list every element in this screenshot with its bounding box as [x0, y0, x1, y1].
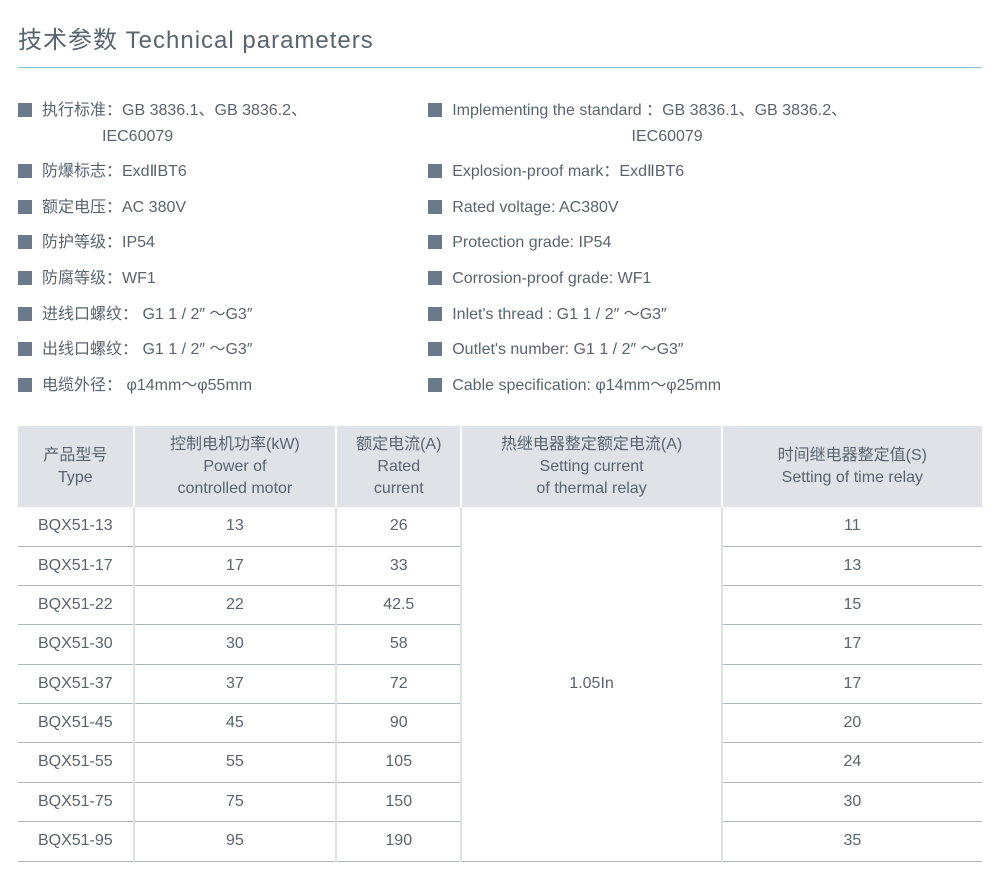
- param-text: 进线口螺纹： G1 1 / 2″ ～G3″: [42, 302, 428, 328]
- param-item: 防腐等级：WF1: [18, 266, 428, 292]
- cell-power: 17: [134, 546, 336, 585]
- param-item: Corrosion-proof grade: WF1: [428, 266, 982, 292]
- square-bullet-icon: [18, 235, 32, 249]
- cell-type: BQX51-75: [18, 782, 134, 821]
- cell-time: 17: [722, 625, 982, 664]
- square-bullet-icon: [18, 200, 32, 214]
- cell-power: 22: [134, 585, 336, 624]
- cell-rated: 72: [336, 664, 461, 703]
- cell-power: 13: [134, 507, 336, 546]
- square-bullet-icon: [18, 103, 32, 117]
- param-text: Outlet's number: G1 1 / 2″ ～G3″: [452, 337, 982, 363]
- parameters-columns: 执行标准：GB 3836.1、GB 3836.2、IEC60079 防爆标志：Ex…: [18, 98, 982, 408]
- cell-rated: 190: [336, 822, 461, 861]
- cell-time: 20: [722, 704, 982, 743]
- cell-power: 30: [134, 625, 336, 664]
- square-bullet-icon: [18, 378, 32, 392]
- square-bullet-icon: [428, 342, 442, 356]
- square-bullet-icon: [18, 342, 32, 356]
- square-bullet-icon: [428, 164, 442, 178]
- param-item: Inlet's thread : G1 1 / 2″ ～G3″: [428, 302, 982, 328]
- params-english: Implementing the standard ：GB 3836.1、GB …: [428, 98, 982, 408]
- th-power: 控制电机功率(kW)Power ofcontrolled motor: [134, 426, 336, 507]
- param-item: 防护等级：IP54: [18, 230, 428, 256]
- cell-type: BQX51-95: [18, 822, 134, 861]
- param-item: 额定电压：AC 380V: [18, 195, 428, 221]
- param-item: Explosion-proof mark：ExdⅡBT6: [428, 159, 982, 185]
- square-bullet-icon: [428, 200, 442, 214]
- cell-time: 35: [722, 822, 982, 861]
- square-bullet-icon: [18, 164, 32, 178]
- param-text: 防护等级：IP54: [42, 230, 428, 256]
- th-thermal: 热继电器整定额定电流(A)Setting currentof thermal r…: [461, 426, 721, 507]
- param-text: Protection grade: IP54: [452, 230, 982, 256]
- cell-rated: 58: [336, 625, 461, 664]
- cell-rated: 33: [336, 546, 461, 585]
- param-text: Cable specification: φ14mm～φ25mm: [452, 373, 982, 399]
- cell-type: BQX51-13: [18, 507, 134, 546]
- cell-rated: 105: [336, 743, 461, 782]
- cell-time: 30: [722, 782, 982, 821]
- param-text: 电缆外径： φ14mm～φ55mm: [42, 373, 428, 399]
- param-text: Explosion-proof mark：ExdⅡBT6: [452, 159, 982, 185]
- square-bullet-icon: [18, 307, 32, 321]
- cell-time: 17: [722, 664, 982, 703]
- param-item: 执行标准：GB 3836.1、GB 3836.2、IEC60079: [18, 98, 428, 149]
- cell-rated: 150: [336, 782, 461, 821]
- cell-rated: 42.5: [336, 585, 461, 624]
- cell-power: 95: [134, 822, 336, 861]
- square-bullet-icon: [428, 307, 442, 321]
- square-bullet-icon: [428, 271, 442, 285]
- cell-power: 75: [134, 782, 336, 821]
- spec-table: 产品型号Type 控制电机功率(kW)Power ofcontrolled mo…: [18, 426, 982, 861]
- param-text: 执行标准：GB 3836.1、GB 3836.2、IEC60079: [42, 98, 428, 149]
- param-text: Corrosion-proof grade: WF1: [452, 266, 982, 292]
- param-item: Implementing the standard ：GB 3836.1、GB …: [428, 98, 982, 149]
- square-bullet-icon: [428, 378, 442, 392]
- cell-power: 45: [134, 704, 336, 743]
- section-title: 技术参数 Technical parameters: [18, 20, 982, 68]
- cell-rated: 90: [336, 704, 461, 743]
- th-rated: 额定电流(A)Ratedcurrent: [336, 426, 461, 507]
- param-item: Outlet's number: G1 1 / 2″ ～G3″: [428, 337, 982, 363]
- cell-type: BQX51-37: [18, 664, 134, 703]
- cell-power: 55: [134, 743, 336, 782]
- param-item: 出线口螺纹： G1 1 / 2″ ～G3″: [18, 337, 428, 363]
- param-text: 额定电压：AC 380V: [42, 195, 428, 221]
- param-text: 出线口螺纹： G1 1 / 2″ ～G3″: [42, 337, 428, 363]
- cell-time: 11: [722, 507, 982, 546]
- param-item: 电缆外径： φ14mm～φ55mm: [18, 373, 428, 399]
- param-text: Inlet's thread : G1 1 / 2″ ～G3″: [452, 302, 982, 328]
- cell-time: 13: [722, 546, 982, 585]
- cell-rated: 26: [336, 507, 461, 546]
- cell-type: BQX51-30: [18, 625, 134, 664]
- cell-type: BQX51-45: [18, 704, 134, 743]
- cell-thermal-merged: 1.05In: [461, 507, 721, 861]
- param-text: Rated voltage: AC380V: [452, 195, 982, 221]
- cell-type: BQX51-17: [18, 546, 134, 585]
- square-bullet-icon: [428, 103, 442, 117]
- square-bullet-icon: [18, 271, 32, 285]
- cell-power: 37: [134, 664, 336, 703]
- table-row: BQX51-1313261.05In11: [18, 507, 982, 546]
- param-item: Rated voltage: AC380V: [428, 195, 982, 221]
- param-item: Protection grade: IP54: [428, 230, 982, 256]
- cell-time: 15: [722, 585, 982, 624]
- cell-time: 24: [722, 743, 982, 782]
- cell-type: BQX51-22: [18, 585, 134, 624]
- th-type: 产品型号Type: [18, 426, 134, 507]
- cell-type: BQX51-55: [18, 743, 134, 782]
- param-item: Cable specification: φ14mm～φ25mm: [428, 373, 982, 399]
- square-bullet-icon: [428, 235, 442, 249]
- th-time: 时间继电器整定值(S)Setting of time relay: [722, 426, 982, 507]
- params-chinese: 执行标准：GB 3836.1、GB 3836.2、IEC60079 防爆标志：Ex…: [18, 98, 428, 408]
- table-body: BQX51-1313261.05In11BQX51-17173313BQX51-…: [18, 507, 982, 861]
- param-text: 防爆标志：ExdⅡBT6: [42, 159, 428, 185]
- param-item: 进线口螺纹： G1 1 / 2″ ～G3″: [18, 302, 428, 328]
- param-item: 防爆标志：ExdⅡBT6: [18, 159, 428, 185]
- param-text: Implementing the standard ：GB 3836.1、GB …: [452, 98, 982, 149]
- param-text: 防腐等级：WF1: [42, 266, 428, 292]
